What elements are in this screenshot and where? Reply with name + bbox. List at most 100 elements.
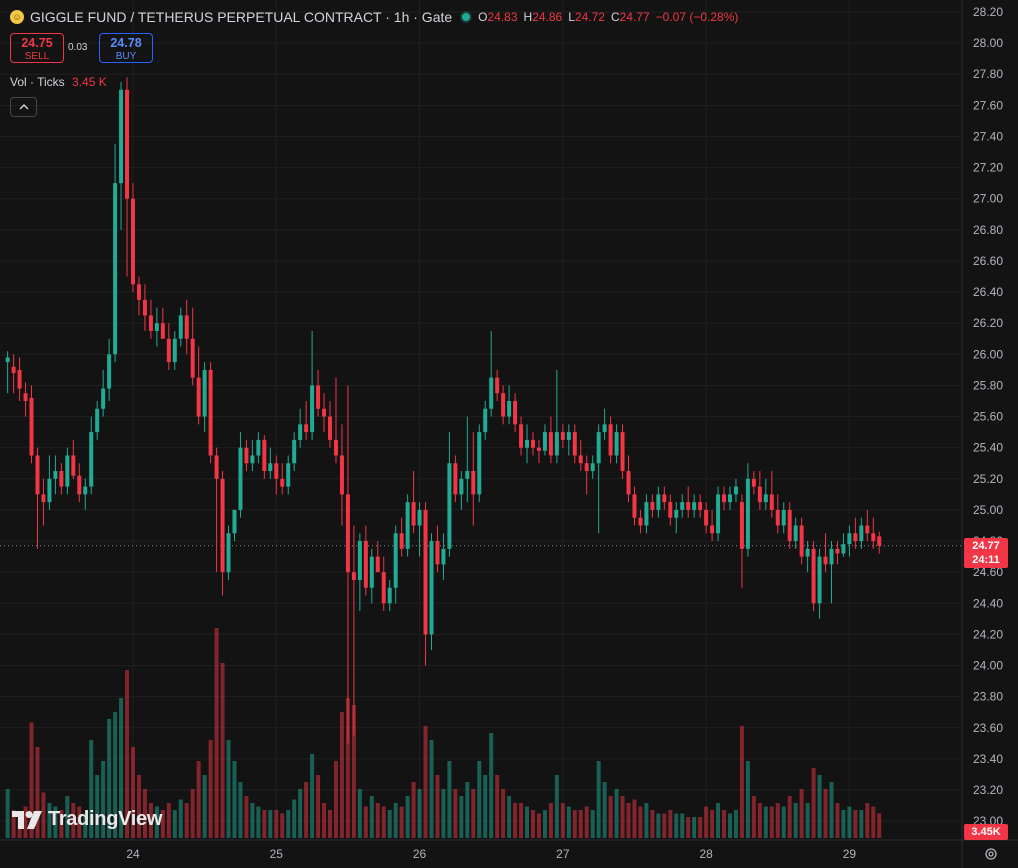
price-tick-label: 24.20 [973, 627, 1003, 641]
collapse-legend-button[interactable] [10, 97, 37, 117]
candle-body [447, 463, 452, 549]
candle-body [728, 494, 732, 503]
candle-body [584, 463, 589, 472]
volume-bar [119, 698, 124, 838]
volume-bar [131, 747, 135, 838]
candle-body [131, 198, 135, 285]
candle-body [65, 455, 70, 487]
volume-bar [333, 761, 338, 838]
candle-body [841, 544, 846, 554]
volume-bar [381, 806, 386, 838]
volume-legend[interactable]: Vol · Ticks 3.45 K [10, 75, 107, 89]
candle-body [877, 536, 882, 546]
ohlc-value: −0.07 (−0.28%) [655, 10, 739, 24]
candle-body [423, 509, 428, 635]
volume-bar [441, 789, 446, 838]
candle-body [244, 447, 249, 464]
volume-bar [220, 663, 225, 838]
volume-bar [447, 761, 452, 838]
volume-bar [160, 810, 165, 838]
volume-bar [29, 722, 34, 838]
time-tick-label: 24 [126, 847, 140, 861]
volume-bar [662, 813, 667, 838]
candle-body [119, 89, 124, 184]
price-tick-label: 26.20 [973, 316, 1003, 330]
candle-body [77, 475, 82, 495]
volume-bar [166, 803, 171, 838]
candle-body [262, 439, 267, 472]
candle-body [232, 509, 237, 534]
chevron-up-icon [19, 104, 28, 110]
candle-body [71, 455, 76, 476]
volume-bar [686, 817, 691, 838]
candle-body [125, 89, 130, 199]
candle-body [632, 494, 637, 518]
candle-body [411, 502, 416, 526]
candle-body [453, 463, 458, 495]
candle-body [507, 401, 512, 417]
candle-body [554, 432, 559, 456]
candle-body [333, 439, 338, 456]
candle-body [238, 447, 243, 510]
price-tick-label: 27.60 [973, 98, 1003, 112]
volume-bar [435, 775, 440, 838]
candle-body [650, 502, 655, 510]
volume-bar [387, 810, 392, 838]
volume-bar [77, 806, 82, 838]
candle-body [698, 502, 703, 510]
ohlc-values: O24.83 H24.86 L24.72 C24.77 −0.07 (−0.28%) [478, 10, 744, 24]
candle-body [35, 455, 40, 495]
candle-body [853, 533, 858, 542]
candle-body [274, 463, 279, 479]
volume-bar [95, 775, 100, 838]
candle-body [345, 494, 350, 573]
volume-bar [668, 810, 673, 838]
candle-body [823, 556, 828, 565]
volume-bar [393, 803, 398, 838]
candle-body [536, 447, 541, 451]
volume-bar [733, 810, 738, 838]
volume-bar [560, 803, 565, 838]
volume-bar [107, 719, 112, 838]
candle-body [142, 299, 147, 316]
volume-legend-label: Vol · Ticks [10, 75, 65, 89]
volume-bar [5, 789, 10, 838]
candle-body [626, 471, 631, 495]
candle-body [89, 432, 94, 487]
candle-body [459, 478, 464, 495]
volume-bar [823, 789, 828, 838]
volume-bar [35, 747, 40, 838]
candle-body [316, 385, 321, 409]
tradingview-logo[interactable]: TradingView [12, 808, 162, 831]
candle-body [357, 541, 362, 580]
volume-bar [566, 806, 571, 838]
candle-body [47, 478, 52, 503]
volume-bar [172, 810, 177, 838]
volume-bar [781, 806, 786, 838]
ohlc-key: O [478, 10, 488, 24]
price-tick-label: 24.60 [973, 565, 1003, 579]
candle-body [5, 357, 10, 363]
candle-body [208, 369, 213, 456]
candle-body [548, 432, 553, 456]
candle-body [680, 502, 685, 510]
volume-bar [548, 803, 553, 838]
sell-button[interactable]: 24.75 SELL [10, 33, 64, 63]
volume-bar [250, 803, 255, 838]
volume-bar [89, 740, 94, 838]
price-tick-label: 26.00 [973, 347, 1003, 361]
candle-body [471, 471, 476, 495]
volume-bar [692, 817, 697, 838]
volume-bar [256, 806, 261, 838]
volume-bar [47, 803, 52, 838]
volume-bar [728, 813, 732, 838]
candle-body [381, 572, 386, 604]
volume-bar [614, 789, 619, 838]
volume-bar [835, 803, 840, 838]
candle-body [429, 541, 434, 635]
symbol-title[interactable]: GIGGLE FUND / TETHERUS PERPETUAL CONTRAC… [30, 9, 453, 25]
gear-icon[interactable] [983, 846, 999, 862]
buy-button[interactable]: 24.78 BUY [99, 33, 153, 63]
volume-bar [190, 789, 195, 838]
